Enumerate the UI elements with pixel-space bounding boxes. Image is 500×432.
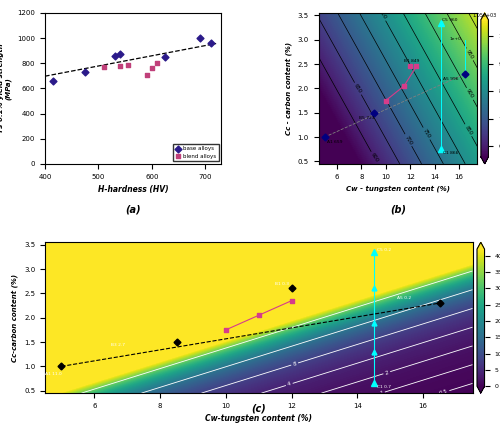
Text: B1 849: B1 849 [404,59,419,63]
Text: 800: 800 [378,9,387,20]
base alloys [162,54,170,60]
Text: 600: 600 [370,152,380,163]
Text: 1.05e+03: 1.05e+03 [472,13,497,19]
X-axis label: H-hardness (HV): H-hardness (HV) [98,185,168,194]
Point [255,312,263,319]
Text: C5 960: C5 960 [442,18,458,22]
blend alloys [148,65,156,72]
Text: C1 0.7: C1 0.7 [377,385,391,389]
Text: C1 866: C1 866 [443,151,458,155]
Point [382,97,390,104]
Text: A1 659: A1 659 [327,140,342,144]
Text: (a): (a) [126,204,141,214]
Text: 700: 700 [404,134,413,146]
Text: 900: 900 [465,88,474,99]
Text: 0.5: 0.5 [438,389,448,396]
Text: C5 0.2: C5 0.2 [377,248,392,251]
Text: B3 2.7: B3 2.7 [111,343,125,347]
Text: 850: 850 [464,124,473,136]
X-axis label: Cw - tungsten content (%): Cw - tungsten content (%) [346,185,450,192]
Text: 1: 1 [379,390,384,396]
PathPatch shape [481,13,488,20]
base alloys [49,77,57,84]
Text: B1 0.3: B1 0.3 [275,282,289,286]
blend alloys [142,71,150,78]
Text: 950: 950 [465,49,474,60]
blend alloys [124,61,132,68]
Legend: base alloys, blend alloys: base alloys, blend alloys [174,144,218,161]
PathPatch shape [481,157,488,164]
blend alloys [116,62,124,69]
Point [222,327,230,334]
Text: 4: 4 [287,381,292,388]
base alloys [207,40,215,47]
base alloys [81,69,89,76]
Text: 750: 750 [422,128,432,139]
base alloys [116,51,124,58]
Text: B5 723: B5 723 [359,116,374,120]
Text: A1 11.0: A1 11.0 [45,372,62,376]
Text: A5 996: A5 996 [443,76,458,81]
Text: 8: 8 [292,361,297,367]
Text: 650: 650 [353,83,362,94]
Text: (b): (b) [390,204,406,214]
Y-axis label: Cc - carbon content (%): Cc - carbon content (%) [286,42,292,135]
base alloys [196,35,204,41]
blend alloys [100,64,108,70]
Y-axis label: Ys-0.1% yield strength
(MPa): Ys-0.1% yield strength (MPa) [0,44,12,133]
Point [412,63,420,70]
blend alloys [154,60,162,67]
X-axis label: Cw-tungsten content (%): Cw-tungsten content (%) [206,414,312,423]
PathPatch shape [477,386,484,393]
Point [288,297,296,304]
Text: 1e+0: 1e+0 [450,37,461,41]
Text: A5 0.2: A5 0.2 [397,296,411,300]
PathPatch shape [477,242,484,249]
Text: 2: 2 [384,370,389,375]
base alloys [110,52,118,59]
Point [400,83,408,89]
Y-axis label: Cc-carbon content (%): Cc-carbon content (%) [12,273,18,362]
Text: (c): (c) [252,403,266,413]
